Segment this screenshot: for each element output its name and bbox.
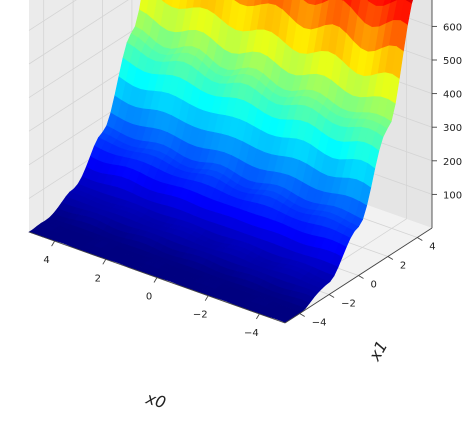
x1-tick-mark bbox=[358, 275, 364, 279]
x1-tick-label: −2 bbox=[341, 299, 356, 310]
x0-tick-label: −2 bbox=[193, 310, 208, 321]
x0-tick-label: 0 bbox=[146, 292, 152, 303]
x1-tick-label: 0 bbox=[371, 280, 377, 291]
x0-tick-label: 4 bbox=[43, 255, 49, 266]
x1-tick-mark bbox=[387, 256, 394, 260]
axis-labels: x0 x1 bbox=[143, 337, 391, 412]
z-tick-label: 500 bbox=[443, 56, 462, 67]
x1-tick-label: −4 bbox=[312, 318, 327, 329]
back-grid-line-z bbox=[28, 0, 77, 31]
x1-tick-mark bbox=[299, 313, 305, 317]
x1-tick-mark bbox=[417, 237, 423, 241]
z-tick-label: 600 bbox=[443, 22, 462, 33]
z-tick-label: 100 bbox=[443, 190, 462, 201]
x1-axis-ticks: −4 −2 0 2 4 bbox=[299, 237, 436, 329]
x0-tick-label: 2 bbox=[95, 273, 101, 284]
x1-tick-label: 2 bbox=[400, 261, 406, 272]
x1-tick-mark bbox=[328, 294, 335, 298]
z-tick-label: 400 bbox=[443, 90, 462, 101]
x0-axis-label: x0 bbox=[143, 388, 168, 412]
z-tick-label: 300 bbox=[443, 123, 462, 134]
back-grid-line-z bbox=[28, 0, 129, 65]
x0-axis-ticks: −4 −2 0 2 4 bbox=[43, 240, 260, 339]
x0-tick-mark bbox=[51, 240, 55, 247]
z-tick-label: 200 bbox=[443, 157, 462, 168]
x0-tick-mark bbox=[204, 295, 209, 301]
x0-tick-label: −4 bbox=[244, 328, 259, 339]
x0-tick-mark bbox=[256, 313, 260, 320]
x0-tick-mark bbox=[153, 277, 158, 283]
surface-mesh bbox=[28, 0, 414, 323]
z-axis-ticks: 100200300400500600700 bbox=[432, 22, 462, 201]
x0-tick-mark bbox=[102, 259, 107, 265]
x1-tick-label: 4 bbox=[429, 242, 435, 253]
x1-axis-label: x1 bbox=[365, 337, 392, 364]
